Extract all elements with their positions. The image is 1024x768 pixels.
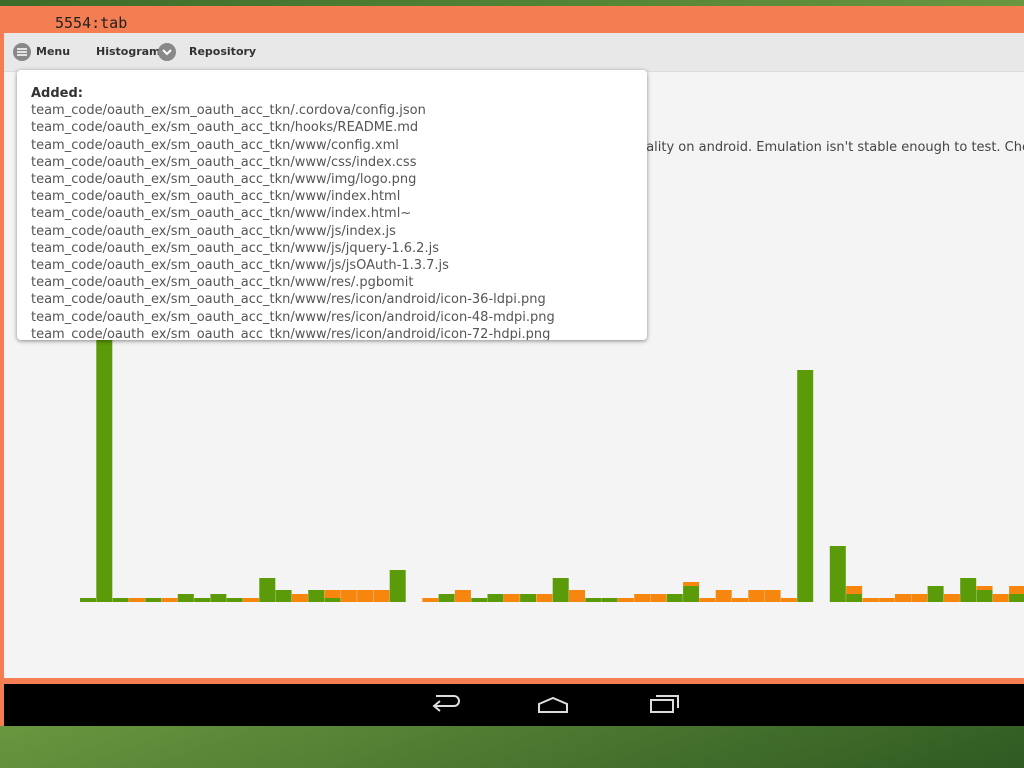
histogram-bar	[324, 598, 341, 602]
histogram-bar	[80, 598, 96, 602]
histogram-button[interactable]: Histogram	[96, 45, 161, 58]
recents-button[interactable]	[650, 695, 679, 713]
histogram-bar	[650, 594, 667, 602]
histogram-bar	[161, 598, 178, 602]
histogram-bar	[422, 598, 439, 602]
histogram-bar	[520, 594, 537, 602]
histogram-bar	[683, 582, 700, 586]
file-entry: team_code/oauth_ex/sm_oauth_acc_tkn/.cor…	[31, 103, 426, 119]
popup-heading: Added:	[31, 86, 83, 101]
histogram-bar	[454, 590, 471, 602]
histogram-bar	[715, 590, 732, 602]
file-entry: team_code/oauth_ex/sm_oauth_acc_tkn/www/…	[31, 223, 396, 239]
histogram-bar	[666, 594, 683, 602]
file-entry: team_code/oauth_ex/sm_oauth_acc_tkn/www/…	[31, 258, 449, 274]
histogram-bar	[194, 598, 211, 602]
histogram-bar	[373, 590, 390, 602]
histogram-bar	[846, 586, 863, 594]
histogram-bar	[503, 594, 520, 602]
histogram-bar	[226, 598, 243, 602]
histogram-bar	[389, 570, 406, 602]
histogram-bar	[846, 594, 863, 602]
histogram-bar	[487, 594, 504, 602]
histogram-bar	[291, 594, 308, 602]
dropdown-icon[interactable]	[157, 42, 177, 62]
histogram-bar	[732, 598, 748, 602]
histogram-bar	[895, 594, 911, 602]
histogram-bar	[764, 590, 781, 602]
histogram-bar	[780, 598, 797, 602]
histogram-bar	[471, 598, 488, 602]
histogram	[80, 322, 1024, 602]
file-entry: team_code/oauth_ex/sm_oauth_acc_tkn/www/…	[31, 275, 414, 291]
histogram-bar	[683, 586, 700, 602]
histogram-bar	[177, 594, 194, 602]
nav-bar	[4, 684, 1024, 726]
histogram-bar	[552, 578, 569, 602]
repository-button[interactable]: Repository	[189, 45, 257, 58]
file-entry: team_code/oauth_ex/sm_oauth_acc_tkn/www/…	[31, 154, 417, 170]
file-entry: team_code/oauth_ex/sm_oauth_acc_tkn/www/…	[31, 172, 417, 188]
home-button[interactable]	[538, 696, 568, 713]
histogram-bar	[1009, 586, 1024, 594]
histogram-bar	[536, 594, 553, 602]
file-entry: team_code/oauth_ex/sm_oauth_acc_tkn/www/…	[31, 206, 412, 222]
histogram-bar	[960, 578, 977, 602]
app: Menu Histogram Repository onality on and…	[4, 33, 1024, 678]
histogram-bar	[569, 590, 585, 602]
emulator-window: 5554:tab Menu Histogram Repository onali…	[0, 6, 1024, 726]
histogram-bar	[992, 594, 1009, 602]
histogram-bar	[243, 598, 259, 602]
histogram-bar	[145, 598, 162, 602]
file-entry: team_code/oauth_ex/sm_oauth_acc_tkn/www/…	[31, 189, 401, 205]
histogram-bar	[797, 370, 814, 602]
back-button[interactable]	[432, 695, 460, 712]
histogram-bar	[210, 594, 227, 602]
nav-icons	[432, 695, 679, 713]
menu-button[interactable]: Menu	[36, 45, 71, 58]
histogram-bar	[601, 598, 618, 602]
menu-icon	[13, 43, 31, 61]
histogram-bar	[829, 546, 846, 602]
histogram-bar	[927, 586, 944, 602]
histogram-bar	[748, 590, 765, 602]
file-entry: team_code/oauth_ex/sm_oauth_acc_tkn/www/…	[31, 240, 439, 256]
histogram-bar	[878, 598, 895, 602]
popup: Added: team_code/oauth_ex/sm_oauth_acc_t…	[17, 70, 647, 340]
histogram-bar	[259, 578, 276, 602]
histogram-bar	[976, 590, 993, 602]
toolbar: Menu Histogram Repository	[4, 33, 1024, 72]
histogram-bar	[699, 598, 716, 602]
file-entry: team_code/oauth_ex/sm_oauth_acc_tkn/hook…	[31, 120, 419, 136]
histogram-bar	[340, 590, 357, 602]
histogram-bar	[357, 590, 374, 602]
histogram-bar	[308, 590, 325, 602]
histogram-bar	[943, 594, 960, 602]
histogram-bar	[911, 594, 928, 602]
histogram-bar	[634, 594, 651, 602]
file-entry: team_code/oauth_ex/sm_oauth_acc_tkn/www/…	[31, 292, 546, 308]
histogram-bar	[976, 586, 993, 590]
histogram-bar	[1009, 594, 1024, 602]
file-entry: team_code/oauth_ex/sm_oauth_acc_tkn/www/…	[31, 137, 399, 153]
histogram-bar	[324, 590, 341, 598]
histogram-bar	[128, 598, 145, 602]
file-entry: team_code/oauth_ex/sm_oauth_acc_tkn/www/…	[31, 326, 551, 340]
histogram-bar	[96, 322, 113, 602]
file-entry: team_code/oauth_ex/sm_oauth_acc_tkn/www/…	[31, 309, 555, 325]
histogram-bar	[438, 594, 455, 602]
histogram-bar	[585, 598, 602, 602]
content-text: onality on android. Emulation isn't stab…	[630, 140, 1024, 155]
histogram-bar	[275, 590, 292, 602]
window-title: 5554:tab	[55, 14, 128, 32]
histogram-bar	[112, 598, 129, 602]
histogram-bar	[617, 598, 634, 602]
histogram-bar	[862, 598, 879, 602]
